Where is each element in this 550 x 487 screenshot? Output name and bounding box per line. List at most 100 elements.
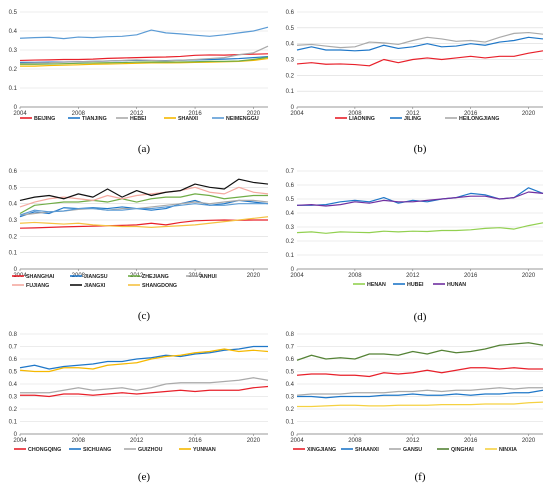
panel-label: (e) [138,471,151,483]
series-line-jiling [296,36,544,52]
x-tick-label: 2008 [348,438,362,444]
y-tick-label: 0.2 [286,407,295,413]
legend-label: TIANJING [82,116,107,122]
legend-label: QINGHAI [451,447,474,453]
series-line-shanghai [19,219,268,229]
y-tick-label: 0 [291,432,295,438]
legend-label: FUJIANG [26,283,49,289]
series-line-shaanxi [297,389,544,399]
y-tick-label: 0 [291,267,295,273]
y-tick-label: 0.7 [9,345,18,351]
y-tick-label: 0.2 [9,234,18,240]
y-tick-label: 0.7 [286,169,295,175]
y-tick-label: 0.5 [286,197,295,203]
y-tick-label: 0.8 [9,332,18,338]
series-line-hubei [297,187,544,206]
y-tick-label: 0.4 [286,42,295,48]
x-tick-label: 2004 [13,438,27,444]
legend-label: HEILONGJIANG [459,116,499,122]
panel-label: (b) [414,143,427,155]
y-tick-label: 0.1 [286,89,295,95]
y-tick-label: 0.3 [9,48,18,54]
series-line-sichuang [19,345,268,370]
legend-label: SHANXI [178,116,199,122]
panel-label: (a) [138,143,151,155]
y-tick-label: 0.2 [9,407,18,413]
series-line-unlabeled-5 [20,56,269,65]
y-tick-label: 0.3 [286,395,295,401]
line-chart-f: 0 0.1 0.2 0.3 0.4 0.5 0.6 0.7 0.8 2004 2008 2012 201… [286,332,544,483]
legend-label: GANSU [403,447,422,453]
x-tick-label: 2008 [72,438,86,444]
legend-label: HUNAN [447,282,466,288]
x-tick-label: 2012 [130,438,144,444]
y-tick-label: 0.4 [9,29,18,35]
x-tick-label: 2020 [247,438,261,444]
x-tick-label: 2012 [406,111,420,117]
y-tick-label: 0.1 [286,420,295,426]
y-tick-label: 0.1 [9,86,18,92]
series-line-jiangsu [19,199,269,218]
y-tick-label: 0.6 [286,10,295,16]
legend-label: SHANGDONG [142,283,177,289]
legend-label: HEBEI [130,116,147,122]
series-line-guizhou [20,377,269,394]
y-tick-label: 0 [14,432,18,438]
x-tick-label: 2020 [522,273,536,279]
legend-label: JIANGSU [84,274,108,280]
line-chart-d: 0 0.1 0.2 0.3 0.4 0.5 0.6 0.7 2004 2008 2012 2016 20… [286,169,544,323]
panel-label: (d) [414,311,427,323]
y-tick-label: 0.5 [9,370,18,376]
series-line-neimenggu [19,26,269,40]
y-tick-label: 0.4 [286,382,295,388]
x-tick-label: 2016 [464,438,478,444]
x-tick-label: 2020 [522,111,536,117]
y-tick-label: 0.1 [9,251,18,257]
x-tick-label: 2020 [247,111,261,117]
legend-label: HENAN [367,282,386,288]
panel-label: (f) [415,471,426,483]
series-line-chongqing [20,385,269,398]
x-tick-label: 2016 [188,111,202,117]
legend-label: JIANGXI [84,283,106,289]
y-tick-label: 0.5 [9,10,18,16]
series-line-gansu [296,387,543,396]
x-tick-label: 2004 [290,273,304,279]
series-line-yunnan [19,348,269,373]
y-tick-label: 0.2 [286,239,295,245]
x-tick-label: 2004 [13,111,27,117]
legend-label: SICHUANG [83,447,111,453]
y-tick-label: 0.3 [286,58,295,64]
y-tick-label: 0 [291,105,295,111]
legend-label: ZHEJIANG [142,274,169,280]
y-tick-label: 0.1 [9,420,18,426]
panel-label: (c) [138,310,151,322]
legend-label: NINXIA [499,447,517,453]
line-chart-b: 0 0.1 0.2 0.3 0.4 0.5 0.6 2004 2008 2012 2016 2020 L… [286,10,544,155]
legend-label: HUBEI [407,282,424,288]
legend-label: NEIMENGGU [226,116,259,122]
series-line-fujiang [19,186,269,208]
legend-label: ANHUI [200,274,217,280]
line-chart-e: 0 0.1 0.2 0.3 0.4 0.5 0.6 0.7 0.8 2004 2008 2012 201… [9,332,269,483]
y-tick-label: 0.6 [9,169,18,175]
series-line-qinghai [296,342,544,361]
y-tick-label: 0.4 [9,202,18,208]
y-tick-label: 0.5 [286,370,295,376]
series-line-liaoning [296,50,544,67]
y-tick-label: 0.4 [9,382,18,388]
y-tick-label: 0.5 [9,185,18,191]
y-tick-label: 0.8 [286,332,295,338]
y-tick-label: 0.3 [286,225,295,231]
y-tick-label: 0.1 [286,253,295,259]
series-line-jiangxi [19,178,269,201]
y-tick-label: 0.5 [286,26,295,32]
series-line-xingjiang [296,367,543,378]
series-line-hunan [296,191,544,207]
x-tick-label: 2008 [72,111,86,117]
x-tick-label: 2016 [464,273,478,279]
series-line-unlabeled-7 [19,203,268,216]
legend-label: BEIJING [34,116,55,122]
legend-label: LIAONING [349,116,375,122]
x-tick-label: 2008 [348,111,362,117]
